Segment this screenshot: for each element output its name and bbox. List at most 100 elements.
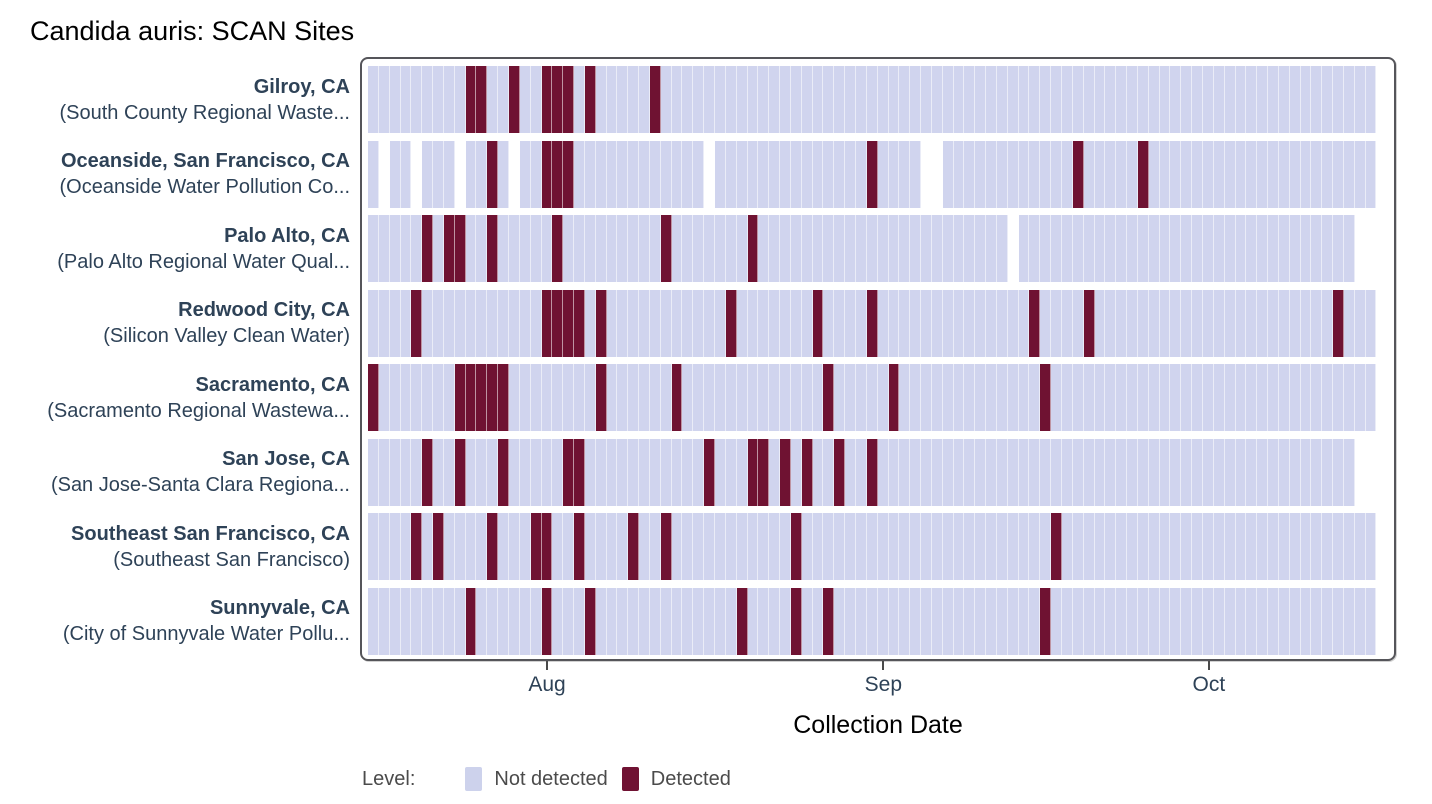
tile-not-detected bbox=[1029, 438, 1041, 506]
tile-detected bbox=[725, 289, 737, 357]
tile-not-detected bbox=[1278, 364, 1290, 431]
tile-not-detected bbox=[1148, 438, 1160, 506]
tile-not-detected bbox=[1083, 215, 1095, 282]
tile-not-detected bbox=[443, 587, 455, 655]
tile-not-detected bbox=[1062, 438, 1073, 506]
tile-not-detected bbox=[964, 513, 976, 580]
tile-not-detected bbox=[1192, 66, 1203, 133]
tile-not-detected bbox=[1170, 140, 1182, 208]
tile-not-detected bbox=[1018, 438, 1030, 506]
tile-not-detected bbox=[1159, 587, 1171, 655]
tile-not-detected bbox=[899, 587, 911, 655]
tile-not-detected bbox=[1289, 140, 1301, 208]
tile-not-detected bbox=[584, 215, 596, 282]
tile-not-detected bbox=[595, 513, 607, 580]
tile-not-detected bbox=[736, 140, 748, 208]
tile-not-detected bbox=[378, 364, 390, 431]
tile-not-detected bbox=[530, 587, 542, 655]
tile-not-detected bbox=[942, 513, 954, 580]
tile-detected bbox=[704, 438, 715, 506]
tile-not-detected bbox=[953, 289, 965, 357]
tile-not-detected bbox=[845, 215, 856, 282]
tile-not-detected bbox=[1333, 438, 1344, 506]
tile-not-detected bbox=[1192, 215, 1203, 282]
tile-not-detected bbox=[1224, 289, 1236, 357]
site-facility: (Sacramento Regional Wastewa... bbox=[47, 399, 350, 422]
tile-not-detected bbox=[877, 140, 889, 208]
tile-not-detected bbox=[508, 438, 520, 506]
tile-not-detected bbox=[693, 364, 705, 431]
tile-not-detected bbox=[639, 438, 650, 506]
tile-not-detected bbox=[1289, 364, 1301, 431]
tile-not-detected bbox=[1268, 215, 1279, 282]
site-label: Oceanside, San Francisco, CA (Oceanside W… bbox=[60, 141, 351, 208]
tile-not-detected bbox=[1365, 587, 1377, 655]
tile-not-detected bbox=[986, 215, 997, 282]
tile-not-detected bbox=[1062, 587, 1073, 655]
tile-detected bbox=[801, 438, 813, 506]
tile-not-detected bbox=[910, 66, 922, 133]
tile-not-detected bbox=[443, 66, 455, 133]
site-row bbox=[368, 364, 1377, 431]
tile-not-detected bbox=[964, 438, 976, 506]
tile-not-detected bbox=[1018, 513, 1030, 580]
tile-detected bbox=[541, 66, 553, 133]
tile-not-detected bbox=[823, 66, 835, 133]
tile-detected bbox=[552, 66, 564, 133]
tile-detected bbox=[443, 215, 455, 282]
tile-not-detected bbox=[1062, 215, 1073, 282]
tile-not-detected bbox=[1072, 215, 1084, 282]
tile-not-detected bbox=[866, 364, 878, 431]
tile-not-detected bbox=[693, 289, 705, 357]
tile-not-detected bbox=[1029, 215, 1041, 282]
tile-not-detected bbox=[530, 66, 542, 133]
tile-not-detected bbox=[639, 587, 650, 655]
tile-not-detected bbox=[1213, 66, 1225, 133]
tile-missing bbox=[921, 141, 932, 208]
tile-not-detected bbox=[1246, 289, 1258, 357]
tile-not-detected bbox=[1257, 364, 1269, 431]
tile-not-detected bbox=[671, 289, 683, 357]
tile-not-detected bbox=[790, 140, 802, 208]
tile-not-detected bbox=[1159, 66, 1171, 133]
tile-not-detected bbox=[454, 66, 466, 133]
site-city: Sunnyvale, CA bbox=[209, 597, 350, 619]
tile-not-detected bbox=[1094, 66, 1106, 133]
tile-not-detected bbox=[1235, 364, 1247, 431]
tile-not-detected bbox=[628, 215, 640, 282]
tile-not-detected bbox=[519, 289, 531, 357]
tile-not-detected bbox=[1224, 140, 1236, 208]
tile-not-detected bbox=[931, 513, 943, 580]
tile-detected bbox=[736, 587, 748, 655]
tile-not-detected bbox=[996, 140, 1008, 208]
tile-not-detected bbox=[508, 513, 520, 580]
tile-not-detected bbox=[1354, 66, 1366, 133]
tile-not-detected bbox=[1257, 215, 1269, 282]
tile-not-detected bbox=[411, 364, 423, 431]
tile-not-detected bbox=[519, 140, 531, 208]
tile-not-detected bbox=[964, 587, 976, 655]
tile-not-detected bbox=[780, 513, 791, 580]
tile-not-detected bbox=[1289, 587, 1301, 655]
tile-not-detected bbox=[855, 364, 867, 431]
tile-missing bbox=[1008, 215, 1019, 282]
tile-not-detected bbox=[769, 66, 781, 133]
tile-detected bbox=[823, 364, 835, 431]
tile-not-detected bbox=[1094, 215, 1106, 282]
tile-not-detected bbox=[877, 289, 889, 357]
site-label: Sacramento, CA (Sacramento Regional Waste… bbox=[47, 364, 350, 431]
tile-not-detected bbox=[378, 66, 390, 133]
tile-not-detected bbox=[1007, 587, 1019, 655]
tile-not-detected bbox=[1127, 215, 1138, 282]
tile-not-detected bbox=[498, 215, 509, 282]
tile-not-detected bbox=[671, 587, 683, 655]
tile-not-detected bbox=[411, 587, 423, 655]
tile-not-detected bbox=[1192, 364, 1203, 431]
tile-not-detected bbox=[1322, 513, 1334, 580]
site-facility: (Palo Alto Regional Water Qual... bbox=[57, 250, 350, 273]
tile-not-detected bbox=[812, 587, 824, 655]
tile-not-detected bbox=[964, 215, 976, 282]
tile-not-detected bbox=[910, 140, 922, 208]
tile-not-detected bbox=[704, 215, 715, 282]
tile-not-detected bbox=[1192, 587, 1203, 655]
